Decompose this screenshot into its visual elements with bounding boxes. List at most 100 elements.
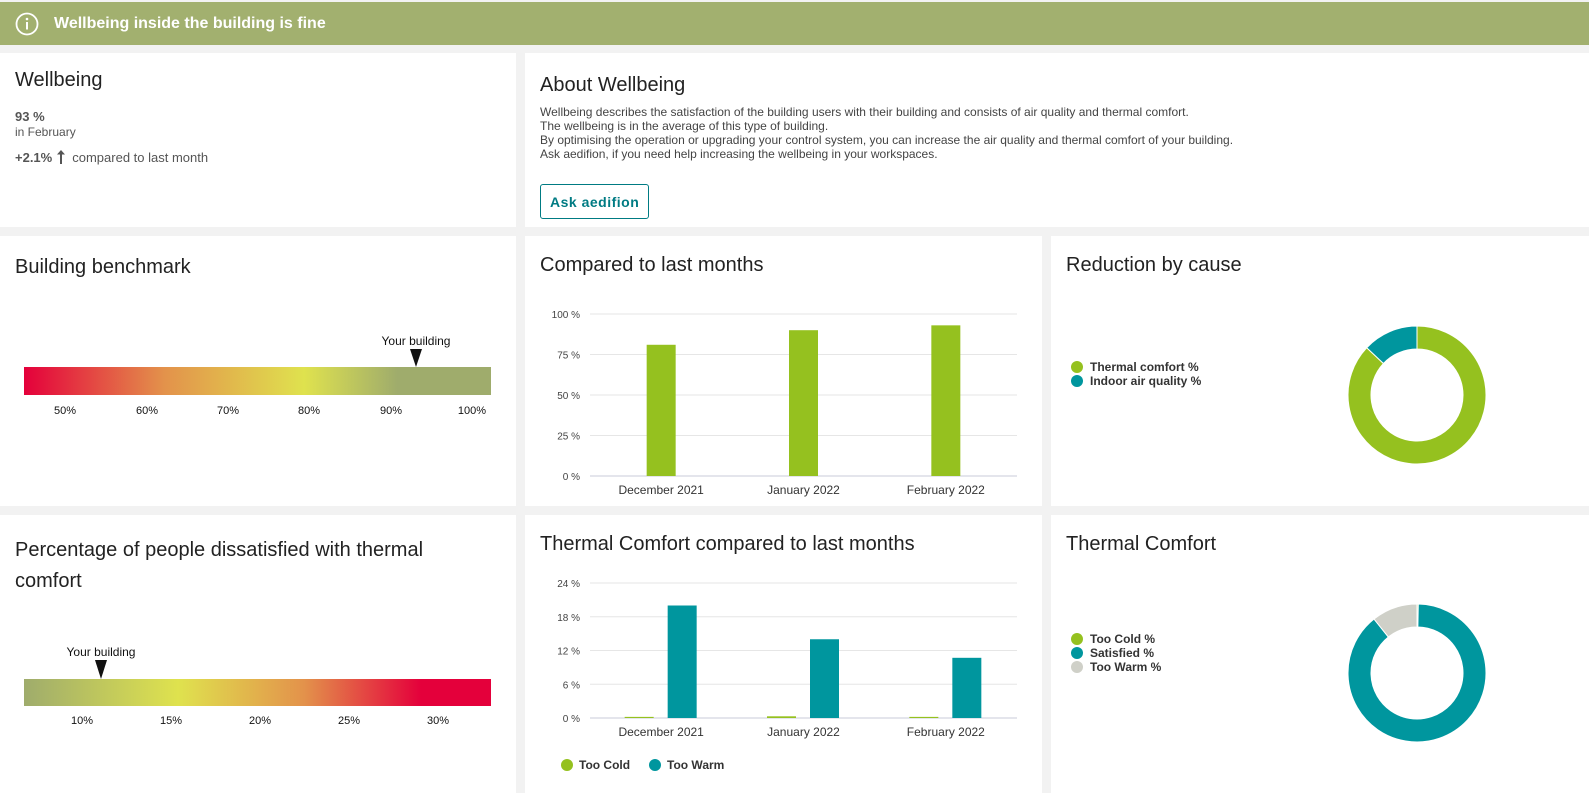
bar xyxy=(667,605,697,718)
wellbeing-change-value: +2.1% xyxy=(15,149,53,165)
benchmark-tick: 70% xyxy=(217,405,239,417)
y-tick-label: 100 % xyxy=(552,310,580,321)
legend-dot xyxy=(1071,633,1083,645)
legend-dot xyxy=(561,759,573,771)
banner-text: Wellbeing inside the building is fine xyxy=(54,14,326,32)
reduction-donut xyxy=(1347,325,1487,465)
dissatisfied-title: Percentage of people dissatisfied with t… xyxy=(15,539,424,592)
wellbeing-change-text: compared to last month xyxy=(72,149,209,165)
donut-slice xyxy=(1347,603,1487,743)
bar xyxy=(789,330,818,476)
x-tick-label: February 2022 xyxy=(907,725,985,739)
bar xyxy=(931,325,961,476)
thermal-months-title: Thermal Comfort compared to last months xyxy=(540,533,915,555)
benchmark-tick: 50% xyxy=(54,405,76,417)
legend-dot xyxy=(649,759,661,771)
y-tick-label: 24 % xyxy=(557,579,580,590)
reduction-legend: Thermal comfort % Indoor air quality % xyxy=(1071,360,1201,388)
y-tick-label: 12 % xyxy=(557,647,580,658)
bar xyxy=(952,657,982,718)
y-tick-label: 50 % xyxy=(557,391,580,402)
legend-label: Indoor air quality % xyxy=(1090,374,1202,388)
reduction-title: Reduction by cause xyxy=(1066,254,1242,276)
thermal-months-chart: 0 % 6 % 12 % 18 % 24 % December 2021 January 2… xyxy=(557,579,1017,772)
about-description: Wellbeing describes the satisfaction of … xyxy=(540,105,1233,161)
y-tick-label: 18 % xyxy=(557,613,580,624)
thermal-comfort-donut xyxy=(1347,603,1487,743)
y-tick-label: 0 % xyxy=(563,714,580,725)
benchmark-scale: Your building 50% 60% 70% 80% 90% 100% xyxy=(24,334,491,417)
wellbeing-title: Wellbeing xyxy=(15,69,103,91)
benchmark-tick: 90% xyxy=(380,405,402,417)
benchmark-title: Building benchmark xyxy=(15,256,191,278)
bar xyxy=(810,639,839,718)
wellbeing-value: 93 % xyxy=(15,109,45,124)
dissatisfied-tick: 30% xyxy=(427,715,449,727)
legend-label: Too Warm % xyxy=(1090,660,1162,674)
legend-dot xyxy=(1071,647,1083,659)
about-line: Ask aedifion, if you need help increasin… xyxy=(540,147,938,161)
thermal-comfort-card: Thermal Comfort Too Cold % Satisfied % T… xyxy=(1051,515,1589,793)
donut-slice xyxy=(1347,325,1487,465)
last-months-title: Compared to last months xyxy=(540,254,764,276)
legend-label: Satisfied % xyxy=(1090,646,1155,660)
benchmark-marker-label: Your building xyxy=(382,334,451,348)
legend-label: Too Cold % xyxy=(1090,632,1156,646)
legend-item[interactable]: Thermal comfort % xyxy=(1071,360,1201,374)
x-tick-label: January 2022 xyxy=(767,483,840,497)
legend-dot xyxy=(1071,361,1083,373)
bar xyxy=(624,716,654,718)
legend-label: Too Cold xyxy=(579,758,630,772)
dissatisfied-tick: 20% xyxy=(249,715,271,727)
donut-slice xyxy=(1373,603,1418,638)
legend-item[interactable]: Indoor air quality % xyxy=(1071,374,1201,388)
dissatisfied-marker xyxy=(95,660,107,679)
reduction-card: Reduction by cause Thermal comfort % Ind… xyxy=(1051,236,1589,506)
legend-dot xyxy=(1071,661,1083,673)
donut-slice xyxy=(1365,325,1418,365)
legend-label: Too Warm xyxy=(667,758,724,772)
last-months-card: Compared to last months 0 % 25 % 50 % 75 % 1… xyxy=(525,236,1042,506)
x-tick-label: January 2022 xyxy=(767,725,840,739)
y-tick-label: 6 % xyxy=(563,680,580,691)
wellbeing-period: in February xyxy=(15,125,76,139)
about-line: By optimising the operation or upgrading… xyxy=(540,133,1234,147)
dissatisfied-tick: 25% xyxy=(338,715,360,727)
wellbeing-card: Wellbeing 93 % in February +2.1% compare… xyxy=(0,53,516,227)
legend-item[interactable]: Satisfied % xyxy=(1071,646,1161,660)
arrow-up-icon xyxy=(57,150,66,164)
status-banner: Wellbeing inside the building is fine xyxy=(0,2,1589,45)
bar xyxy=(767,716,796,718)
dissatisfied-tick: 15% xyxy=(160,715,182,727)
dissatisfied-tick: 10% xyxy=(71,715,93,727)
benchmark-marker xyxy=(410,349,422,367)
dissatisfied-scale: Your building 10% 15% 20% 25% 30% xyxy=(24,645,491,727)
y-tick-label: 25 % xyxy=(557,432,580,443)
legend-item[interactable]: Too Cold % xyxy=(1071,632,1161,646)
legend-dot xyxy=(1071,375,1083,387)
thermal-months-card: Thermal Comfort compared to last months … xyxy=(525,515,1042,793)
benchmark-tick: 100% xyxy=(458,405,486,417)
about-card: About Wellbeing Wellbeing describes the … xyxy=(525,53,1589,227)
y-tick-label: 0 % xyxy=(563,472,580,483)
x-tick-label: December 2021 xyxy=(618,725,704,739)
info-icon xyxy=(15,12,39,35)
benchmark-tick: 80% xyxy=(298,405,320,417)
legend-item[interactable]: Too Warm % xyxy=(1071,660,1161,674)
dissatisfied-gradient-bar xyxy=(24,679,491,706)
x-tick-label: February 2022 xyxy=(907,483,985,497)
about-line: Wellbeing describes the satisfaction of … xyxy=(540,105,1189,119)
ask-aedifion-button[interactable]: Ask aedifion xyxy=(540,184,650,219)
about-line: The wellbeing is in the average of this … xyxy=(540,119,829,133)
last-months-chart: 0 % 25 % 50 % 75 % 100 % December 2021 January… xyxy=(552,310,1017,497)
wellbeing-change: +2.1% compared to last month xyxy=(15,149,208,165)
dissatisfied-marker-label: Your building xyxy=(67,645,136,659)
benchmark-card: Building benchmark Your building 50% 60%… xyxy=(0,236,516,506)
bar xyxy=(909,716,939,718)
about-title: About Wellbeing xyxy=(540,74,686,96)
legend-label: Thermal comfort % xyxy=(1090,360,1199,374)
thermal-comfort-title: Thermal Comfort xyxy=(1066,533,1217,555)
y-tick-label: 75 % xyxy=(557,351,580,362)
thermal-comfort-legend: Too Cold % Satisfied % Too Warm % xyxy=(1071,632,1161,674)
x-tick-label: December 2021 xyxy=(618,483,704,497)
